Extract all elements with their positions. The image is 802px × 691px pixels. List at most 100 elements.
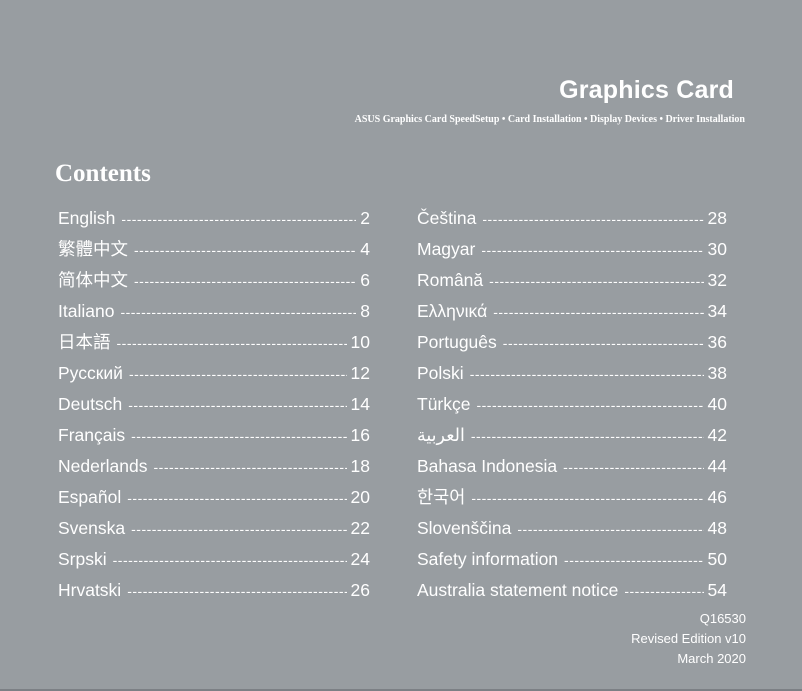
toc-entry-label: Bahasa Indonesia xyxy=(417,456,558,476)
toc-entry[interactable]: Slovenščina 48 xyxy=(417,513,727,544)
toc-dot-leader xyxy=(129,359,347,390)
toc-page-number: 18 xyxy=(350,456,370,476)
toc-page-number: 54 xyxy=(707,580,727,600)
toc-page-number: 32 xyxy=(707,270,727,290)
toc-entry-label: Safety information xyxy=(417,549,559,569)
toc-entry-label: العربية xyxy=(417,425,465,445)
toc-entry-label: Čeština xyxy=(417,208,477,228)
toc-entry[interactable]: 日本語 10 xyxy=(58,327,370,358)
publish-date: March 2020 xyxy=(677,651,746,666)
footer-info: Q16530 Revised Edition v10 March 2020 xyxy=(631,609,746,669)
toc-entry-label: Slovenščina xyxy=(417,518,512,538)
toc-entry-label: Deutsch xyxy=(58,394,123,414)
toc-page-number: 2 xyxy=(360,208,370,228)
toc-entry[interactable]: Português 36 xyxy=(417,327,727,358)
toc-dot-leader xyxy=(470,359,704,390)
toc-entry[interactable]: Bahasa Indonesia 44 xyxy=(417,451,727,482)
toc-entry[interactable]: العربية 42 xyxy=(417,420,727,451)
edition: Revised Edition v10 xyxy=(631,631,746,646)
toc-page-number: 22 xyxy=(350,518,370,538)
bottom-divider xyxy=(0,689,802,691)
toc-page-number: 10 xyxy=(350,332,370,352)
toc-page-number: 50 xyxy=(707,549,727,569)
toc-dot-leader xyxy=(131,421,346,452)
toc-page-number: 38 xyxy=(707,363,727,383)
toc-dot-leader xyxy=(624,576,703,607)
toc-entry[interactable]: Australia statement notice 54 xyxy=(417,575,727,606)
toc-entry-label: Italiano xyxy=(58,301,115,321)
toc-dot-leader xyxy=(471,421,704,452)
toc-entry[interactable]: Italiano 8 xyxy=(58,296,370,327)
toc-entry-label: Español xyxy=(58,487,122,507)
toc-entry-label: Ελληνικά xyxy=(417,301,488,321)
toc-page-number: 28 xyxy=(707,208,727,228)
toc-entry[interactable]: Français 16 xyxy=(58,420,370,451)
toc-entry-label: English xyxy=(58,208,116,228)
toc-entry[interactable]: 繁體中文 4 xyxy=(58,234,370,265)
toc-entry-label: Türkçe xyxy=(417,394,471,414)
toc-dot-leader xyxy=(113,545,347,576)
page-subtitle: ASUS Graphics Card SpeedSetup • Card Ins… xyxy=(354,114,745,125)
toc-entry-label: Română xyxy=(417,270,484,290)
toc-dot-leader xyxy=(476,390,703,421)
toc-dot-leader xyxy=(131,514,346,545)
toc-entry-label: 한국어 xyxy=(417,487,466,507)
toc-page-number: 20 xyxy=(350,487,370,507)
toc-page-number: 4 xyxy=(360,239,370,259)
toc-entry-label: Svenska xyxy=(58,518,126,538)
toc-entry[interactable]: Hrvatski 26 xyxy=(58,575,370,606)
toc-page-number: 40 xyxy=(707,394,727,414)
toc-entry-label: Nederlands xyxy=(58,456,148,476)
toc-entry-label: Hrvatski xyxy=(58,580,122,600)
doc-code: Q16530 xyxy=(699,611,746,626)
toc-page-number: 44 xyxy=(707,456,727,476)
toc-entry[interactable]: Svenska 22 xyxy=(58,513,370,544)
toc-dot-leader xyxy=(482,204,703,235)
toc-entry[interactable]: Polski 38 xyxy=(417,358,727,389)
toc-dot-leader xyxy=(471,483,703,514)
toc-page-number: 42 xyxy=(707,425,727,445)
toc-dot-leader xyxy=(134,266,356,297)
toc-dot-leader xyxy=(127,576,346,607)
toc-page-number: 36 xyxy=(707,332,727,352)
toc-entry[interactable]: Srpski 24 xyxy=(58,544,370,575)
toc-entry[interactable]: Română 32 xyxy=(417,265,727,296)
toc-entry[interactable]: Türkçe 40 xyxy=(417,389,727,420)
toc-entry-label: Srpski xyxy=(58,549,107,569)
toc-entry[interactable]: Deutsch 14 xyxy=(58,389,370,420)
toc-entry-label: Русский xyxy=(58,363,123,383)
toc-page-number: 16 xyxy=(350,425,370,445)
toc-entry[interactable]: English 2 xyxy=(58,203,370,234)
toc-entry[interactable]: Magyar 30 xyxy=(417,234,727,265)
toc-dot-leader xyxy=(134,235,356,266)
toc-left-column: English 2 繁體中文 4 简体中文 6 Italiano 8 日本語 10 Русский 1… xyxy=(58,203,370,606)
toc-dot-leader xyxy=(563,452,703,483)
toc-entry-label: Português xyxy=(417,332,497,352)
toc-entry[interactable]: Nederlands 18 xyxy=(58,451,370,482)
toc-page-number: 34 xyxy=(707,301,727,321)
toc-entry[interactable]: Safety information 50 xyxy=(417,544,727,575)
toc-dot-leader xyxy=(121,204,356,235)
toc-entry[interactable]: Čeština 28 xyxy=(417,203,727,234)
toc-dot-leader xyxy=(517,514,703,545)
toc-page-number: 8 xyxy=(360,301,370,321)
toc-page-number: 48 xyxy=(707,518,727,538)
toc-entry-label: Australia statement notice xyxy=(417,580,619,600)
toc-dot-leader xyxy=(503,328,704,359)
toc-entry-label: Magyar xyxy=(417,239,476,259)
toc-entry[interactable]: 한국어 46 xyxy=(417,482,727,513)
toc-page-number: 26 xyxy=(350,580,370,600)
toc-entry[interactable]: Ελληνικά 34 xyxy=(417,296,727,327)
toc-page-number: 30 xyxy=(707,239,727,259)
toc-entry-label: 日本語 xyxy=(58,332,111,352)
toc-page-number: 6 xyxy=(360,270,370,290)
toc-entry[interactable]: Русский 12 xyxy=(58,358,370,389)
toc-entry[interactable]: Español 20 xyxy=(58,482,370,513)
contents-heading: Contents xyxy=(55,160,151,187)
toc-entry[interactable]: 简体中文 6 xyxy=(58,265,370,296)
toc-dot-leader xyxy=(481,235,703,266)
toc-entry-label: 简体中文 xyxy=(58,270,128,290)
toc-page-number: 12 xyxy=(350,363,370,383)
toc-dot-leader xyxy=(489,266,703,297)
